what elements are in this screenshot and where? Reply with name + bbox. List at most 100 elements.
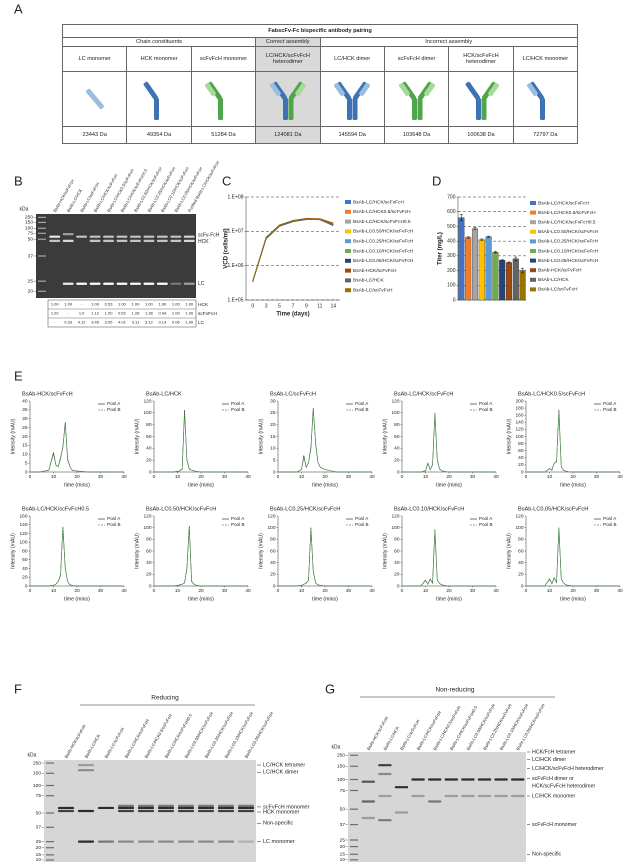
series-line: [526, 412, 620, 473]
lane-label: BsAb-LC/scFvFcH: [103, 727, 125, 759]
chart-title: BsAb-LC0.25/HCK/scFvFcH: [270, 506, 340, 512]
band: [170, 239, 182, 242]
error-bar: [521, 267, 525, 274]
band: [118, 804, 134, 807]
annotation: HCK/FcH tetramer: [532, 749, 576, 755]
ladder-band: [350, 778, 358, 781]
legend-swatch: [345, 278, 351, 283]
legend-label: Pool A: [231, 516, 245, 521]
legend-label: Pool A: [107, 401, 121, 406]
y-axis-label: Intensity (mAU): [10, 418, 16, 454]
table-cell: 0.53: [105, 302, 114, 307]
y-tick-label: 100: [391, 525, 399, 531]
band: [218, 840, 234, 843]
series-line: [402, 529, 496, 587]
bar: [519, 270, 526, 301]
marker-label: 150: [25, 220, 33, 226]
chain: [398, 82, 410, 97]
panel-label: D: [432, 173, 441, 188]
y-axis-label: Titer (mg/L): [438, 232, 444, 265]
band: [103, 235, 114, 238]
table-cell: 1.00: [91, 302, 100, 307]
band: [76, 235, 88, 238]
series-line: [252, 219, 334, 282]
band: [218, 806, 234, 810]
x-axis-label: Time (days): [276, 312, 309, 318]
ladder-band: [38, 227, 46, 229]
table-cell: 1.00: [64, 302, 73, 307]
lane-label: BsAb-LC/HCK: [83, 733, 101, 759]
band: [156, 239, 168, 242]
table-cell: 3.11: [132, 320, 140, 325]
annotation: Non-specific: [532, 852, 561, 858]
bar: [458, 217, 465, 301]
series-line: [252, 218, 334, 282]
series-line: [154, 412, 248, 473]
antibody-icon: [465, 81, 499, 120]
band: [238, 809, 254, 813]
x-tick-label: 0: [29, 474, 32, 480]
ladder-band: [46, 841, 54, 843]
y-axis-label: Intensity (mAU): [10, 533, 16, 569]
table-cell: 1.00: [118, 302, 127, 307]
panel-label: A: [14, 1, 23, 16]
band: [428, 800, 442, 803]
series-line: [526, 527, 620, 587]
column-name: LC/HCK monomer: [512, 46, 579, 72]
y-tick-label: 60: [270, 548, 276, 554]
series-line: [30, 424, 124, 473]
bar: [465, 237, 472, 301]
y-tick-label: 100: [143, 410, 151, 416]
x-tick-label: 20: [74, 588, 80, 594]
ladder-band: [46, 826, 54, 828]
table-cell: 1.28: [145, 311, 154, 316]
y-tick-label: 60: [146, 434, 152, 440]
column-name: HCK monomer: [126, 46, 192, 72]
error-bar: [507, 261, 511, 264]
legend-swatch: [530, 249, 536, 253]
y-axis-label: Intensity (mAU): [506, 533, 512, 569]
x-tick-label: 40: [369, 588, 375, 594]
y-tick-label: 120: [391, 513, 399, 519]
chain: [423, 82, 435, 97]
x-tick-label: 10: [175, 474, 181, 480]
y-tick-label: 10: [22, 452, 28, 458]
x-tick-label: 40: [245, 588, 251, 594]
chart-title: BsAb-HCK/scFvFcH: [22, 391, 73, 397]
x-tick-label: 9: [305, 303, 308, 309]
bar: [478, 239, 485, 301]
y-axis-label: Intensity (mAU): [382, 418, 388, 454]
band: [89, 282, 101, 285]
band: [198, 809, 214, 813]
band: [411, 778, 425, 781]
y-tick-label: 120: [391, 398, 399, 404]
table-cell: 1.12: [91, 311, 100, 316]
band: [158, 809, 174, 813]
legend-swatch: [345, 249, 351, 253]
chain: [269, 82, 281, 97]
x-axis-label: time (mins): [312, 482, 338, 488]
band: [116, 282, 128, 285]
row: [61, 71, 579, 127]
y-tick-label: 5: [25, 460, 28, 466]
kda-label: kDa: [332, 744, 341, 750]
band: [98, 840, 114, 843]
bar: [512, 258, 519, 301]
legend-label: Pool A: [479, 401, 493, 406]
panel-title: Reducing: [151, 695, 179, 702]
marker-label: 25: [28, 278, 34, 284]
icon-cell: [512, 71, 579, 127]
band: [49, 235, 61, 238]
x-axis-label: time (mins): [188, 482, 214, 488]
legend-label: Pool B: [603, 407, 617, 412]
ladder-band: [350, 765, 358, 767]
x-tick-label: 30: [222, 474, 228, 480]
row: FabscFv-Fc bispecific antibody pairing: [62, 24, 578, 38]
table-cell: 4.01: [118, 320, 127, 325]
antibody-icon: [334, 81, 371, 120]
y-tick-label: 30: [270, 398, 276, 404]
chain: [475, 98, 481, 120]
table-cell: 1.00: [158, 302, 167, 307]
y-tick-label: 0: [521, 469, 524, 475]
